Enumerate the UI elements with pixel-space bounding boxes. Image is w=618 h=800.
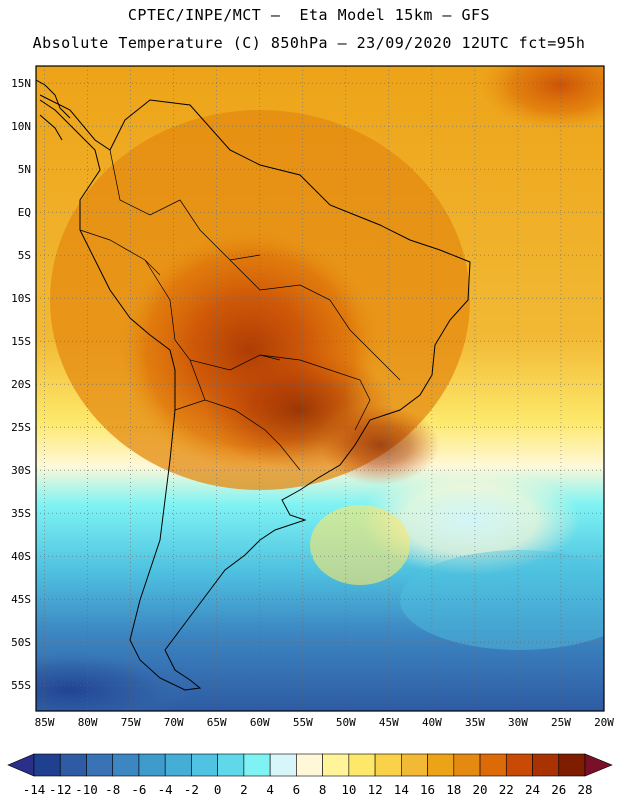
longitude-label: 50W: [336, 716, 356, 729]
colorbar-tick-label: 10: [341, 782, 356, 797]
colorbar-swatch: [59, 753, 87, 777]
colorbar-tick-label: 24: [525, 782, 540, 797]
colorbar-tick-label: 20: [473, 782, 488, 797]
colorbar-tick-label: -12: [49, 782, 72, 797]
longitude-label: 45W: [379, 716, 399, 729]
colorbar-tick-label: -14: [23, 782, 46, 797]
colorbar-swatch: [453, 753, 481, 777]
coastlines: [36, 79, 471, 691]
south-america-coastline: [39, 94, 471, 691]
latitude-label: 5N: [18, 163, 31, 176]
graticule: [36, 66, 604, 711]
latitude-label: 45S: [11, 593, 31, 606]
title-line-2: Absolute Temperature (C) 850hPa – 23/09/…: [32, 34, 586, 52]
central-america-coastline: [36, 79, 71, 141]
longitude-label: 70W: [164, 716, 184, 729]
colorbar-tick-label: -2: [184, 782, 199, 797]
latitude-label: 15N: [11, 77, 31, 90]
colorbar-swatch: [374, 753, 402, 777]
latitude-label: 30S: [11, 464, 31, 477]
colorbar-tick-label: 4: [266, 782, 274, 797]
colorbar-tick-label: 26: [551, 782, 566, 797]
colorbar-tick-label: 28: [577, 782, 592, 797]
colorbar-swatch: [558, 753, 586, 777]
longitude-label: 40W: [422, 716, 442, 729]
colorbar-swatch: [427, 753, 455, 777]
longitude-label: 85W: [35, 716, 55, 729]
colorbar-swatch: [322, 753, 350, 777]
latitude-labels: 15N 10N 5N EQ 5S 10S 15S 20S 25S 30S 35S 40S 45S 50S 5…: [11, 77, 31, 692]
latitude-label: 10S: [11, 292, 31, 305]
colorbar-tick-label: -8: [105, 782, 120, 797]
colorbar-tick-label: 22: [499, 782, 514, 797]
colorbar-tick-label: 8: [319, 782, 327, 797]
colorbar-tick-label: -4: [158, 782, 173, 797]
temperature-field: [36, 66, 604, 711]
colorbar-swatch: [401, 753, 428, 777]
colorbar-tick-label: 16: [420, 782, 435, 797]
colorbar-tick-label: 12: [368, 782, 383, 797]
colorbar-swatch: [191, 753, 218, 777]
longitude-label: 30W: [508, 716, 528, 729]
country-borders: [79, 149, 401, 471]
latitude-label: 10N: [11, 120, 31, 133]
colorbar-swatch: [479, 753, 507, 777]
longitude-label: 80W: [78, 716, 98, 729]
colorbar-swatch: [33, 753, 61, 777]
colorbar-tick-label: 2: [240, 782, 248, 797]
map-frame: [35, 65, 605, 712]
longitude-label: 65W: [207, 716, 227, 729]
latitude-label: 40S: [11, 550, 31, 563]
latitude-label: 55S: [11, 679, 31, 692]
title-line-1: CPTEC/INPE/MCT – Eta Model 15km – GFS: [127, 6, 491, 24]
colorbar-swatch: [505, 753, 533, 777]
colorbar-swatch: [296, 753, 323, 777]
longitude-labels: 85W 80W 75W 70W 65W 60W 55W 50W 45W 40W 35W 30W 25W 2…: [35, 716, 615, 729]
latitude-label: 35S: [11, 507, 31, 520]
colorbar-tick-label: 18: [446, 782, 461, 797]
colorbar-swatch: [217, 753, 245, 777]
latitude-label: 20S: [11, 378, 31, 391]
colorbar-tick-label: 14: [394, 782, 409, 797]
colorbar-swatch: [138, 753, 166, 777]
colorbar-tick-label: -6: [131, 782, 146, 797]
colorbar-swatch: [269, 753, 297, 777]
latitude-label: 50S: [11, 636, 31, 649]
longitude-label: 55W: [293, 716, 313, 729]
longitude-label: 75W: [121, 716, 141, 729]
colorbar-tick-label: 6: [293, 782, 301, 797]
colorbar-underflow-triangle: [7, 753, 35, 777]
colorbar-swatch: [164, 753, 192, 777]
longitude-label: 20W: [594, 716, 614, 729]
longitude-label: 35W: [465, 716, 485, 729]
colorbar: [7, 753, 613, 777]
colorbar-tick-label: -10: [75, 782, 98, 797]
latitude-label: 25S: [11, 421, 31, 434]
longitude-label: 60W: [250, 716, 270, 729]
colorbar-overflow-triangle: [584, 753, 613, 777]
latitude-label: 15S: [11, 335, 31, 348]
colorbar-swatch: [86, 753, 114, 777]
colorbar-swatch: [348, 753, 376, 777]
colorbar-swatch: [112, 753, 140, 777]
colorbar-swatch: [532, 753, 560, 777]
colorbar-labels: -14 -12 -10 -8 -6 -4 -2 0 2 4 6 8 10 12 14 16 18 20 22 24 26…: [23, 782, 593, 797]
latitude-label: EQ: [18, 206, 31, 219]
colorbar-swatch: [243, 753, 271, 777]
colorbar-tick-label: 0: [214, 782, 222, 797]
longitude-label: 25W: [551, 716, 571, 729]
latitude-label: 5S: [18, 249, 31, 262]
